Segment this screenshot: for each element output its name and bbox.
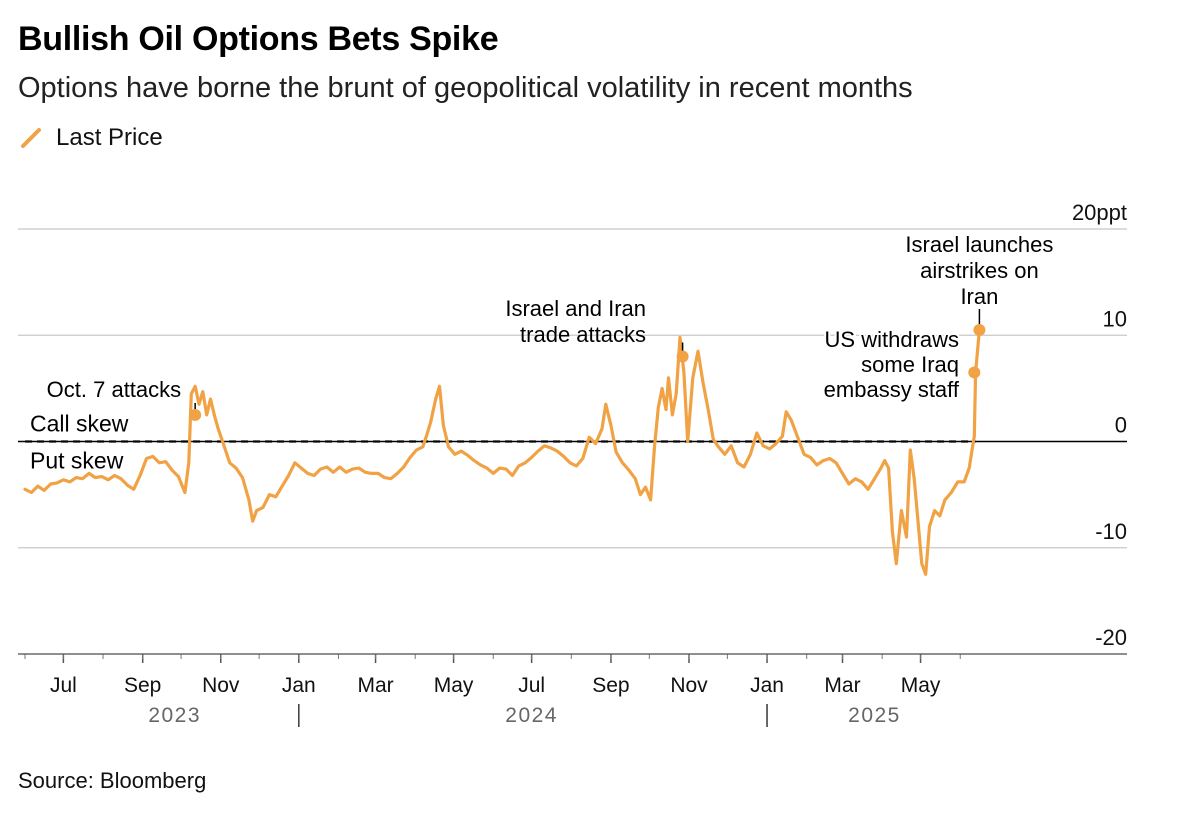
x-tick-label: Sep (124, 674, 161, 697)
x-tick-label: Jul (50, 674, 77, 697)
legend: Last Price (18, 122, 163, 154)
annotation-text: airstrikes on (920, 258, 1039, 283)
source-note: Source: Bloomberg (18, 768, 207, 793)
call-skew-label: Call skew (30, 411, 129, 437)
annotation-text: Iran (960, 284, 998, 309)
x-tick-label: Jan (750, 674, 784, 697)
chart-subtitle: Options have borne the brunt of geopolit… (18, 72, 913, 104)
annotation-text: embassy staff (824, 377, 960, 402)
annotation-marker (189, 408, 202, 421)
y-tick-label: 10 (1103, 306, 1127, 331)
slash-line-icon (21, 128, 41, 148)
put-skew-label: Put skew (30, 448, 124, 474)
y-tick-label: -10 (1095, 519, 1127, 544)
y-tick-label: -20 (1095, 625, 1127, 650)
x-tick-label: Mar (824, 674, 860, 697)
x-tick-label: Nov (202, 674, 240, 697)
annotation-text: US withdraws (825, 327, 959, 352)
annotation-text: Israel and Iran (505, 296, 646, 321)
x-tick-label: May (434, 674, 474, 697)
year-label: 2024 (505, 704, 558, 727)
year-label: 2025 (848, 704, 901, 727)
x-tick-label: Jan (282, 674, 316, 697)
legend-label: Last Price (56, 124, 163, 151)
annotation-marker (676, 350, 689, 363)
annotation-marker (973, 323, 986, 336)
x-tick-label: May (901, 674, 941, 697)
annotation-text: trade attacks (520, 322, 646, 347)
annotation-text: Israel launches (905, 232, 1053, 257)
series-line (23, 328, 981, 576)
annotation-text: Oct. 7 attacks (47, 377, 182, 402)
x-tick-label: Mar (357, 674, 393, 697)
year-label: 2023 (148, 704, 201, 727)
annotation-text: some Iraq (861, 352, 959, 377)
y-tick-label: 0 (1115, 413, 1127, 438)
x-tick-label: Jul (518, 674, 545, 697)
y-tick-label: 20ppt (1072, 200, 1127, 225)
x-tick-label: Sep (592, 674, 629, 697)
chart-title: Bullish Oil Options Bets Spike (18, 20, 499, 58)
x-tick-label: Nov (670, 674, 708, 697)
annotation-marker (968, 366, 981, 379)
